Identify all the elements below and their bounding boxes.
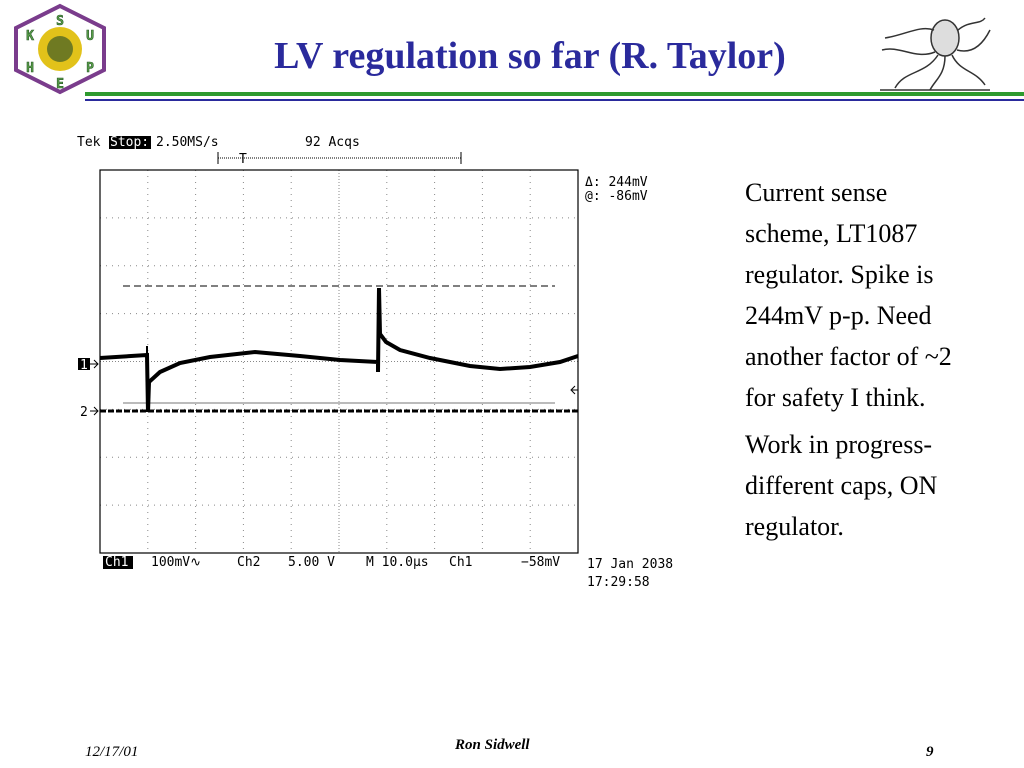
body-text: Current sense scheme, LT1087 regulator. … [745, 172, 977, 553]
footer-page: 9 [926, 744, 934, 760]
logo-letter: U [86, 29, 94, 44]
scope-time: 17:29:58 [587, 575, 650, 590]
logo-letter: E [56, 77, 64, 92]
logo-letter: S [56, 14, 64, 29]
ch1-label: Ch1 [105, 555, 128, 570]
ch2-label: Ch2 [237, 555, 260, 570]
footer-date: 12/17/01 [85, 744, 139, 760]
cursor-at: @: -86mV [585, 189, 648, 204]
logo-letter: K [26, 29, 34, 44]
header-rule [85, 99, 1024, 101]
scope-state: Stop: [110, 135, 149, 150]
slide-title: LV regulation so far (R. Taylor) [274, 35, 786, 77]
trigger-level: −58mV [521, 555, 560, 570]
timebase: M 10.0µs [366, 555, 429, 570]
header-rule [85, 92, 1024, 96]
oscilloscope: Tek Stop: 2.50MS/s 92 Acqs T Δ: 244mV @:… [77, 135, 673, 590]
footer-author: Ron Sidwell [455, 737, 530, 753]
ch2-scale: 5.00 V [288, 555, 335, 570]
octopus-logo [880, 17, 991, 91]
scope-brand: Tek [77, 135, 101, 150]
ch1-scale: 100mV∿ [151, 555, 201, 570]
trigger-source: Ch1 [449, 555, 472, 570]
scope-acqs: 92 Acqs [305, 135, 360, 150]
logo-letter: H [26, 61, 34, 76]
trigger-marker: T [239, 152, 247, 167]
paragraph: Work in progress- different caps, ON reg… [745, 430, 938, 541]
logo: S U P E H K [14, 3, 106, 95]
scope-date: 17 Jan 2038 [587, 557, 673, 572]
ch1-marker: 1 [80, 358, 88, 373]
logo-letter: P [86, 61, 94, 76]
ch2-marker: 2 [80, 405, 88, 420]
paragraph: Current sense scheme, LT1087 regulator. … [745, 178, 952, 412]
scope-rate: 2.50MS/s [156, 135, 219, 150]
cursor-delta: Δ: 244mV [585, 175, 648, 190]
